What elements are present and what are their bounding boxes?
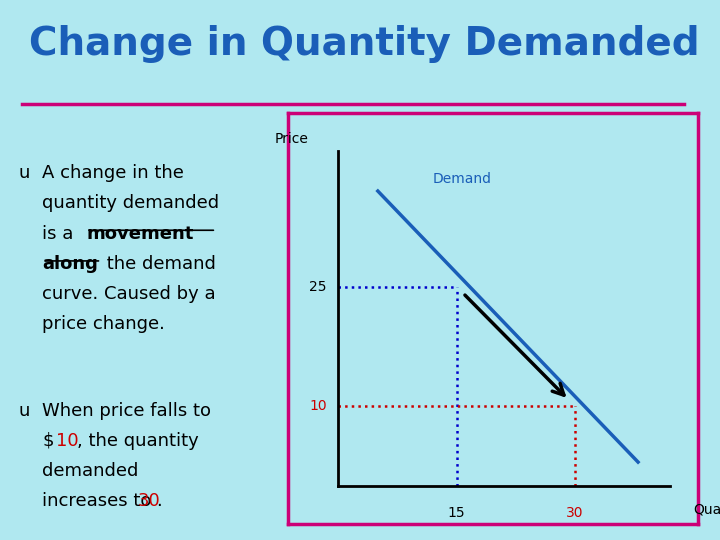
Text: quantity demanded: quantity demanded: [42, 194, 220, 212]
Text: 10: 10: [309, 399, 327, 413]
Text: A change in the: A change in the: [42, 164, 184, 182]
Text: 30: 30: [566, 506, 584, 520]
Text: Quantity: Quantity: [693, 503, 720, 517]
Text: Demand: Demand: [433, 172, 492, 186]
Text: Change in Quantity Demanded: Change in Quantity Demanded: [29, 25, 699, 63]
Text: 30: 30: [138, 492, 161, 510]
Text: u: u: [18, 402, 30, 420]
Text: u: u: [18, 164, 30, 182]
Text: curve. Caused by a: curve. Caused by a: [42, 285, 216, 303]
Text: 10: 10: [56, 432, 78, 450]
Text: is a: is a: [42, 225, 79, 242]
Text: demanded: demanded: [42, 462, 139, 480]
Text: 25: 25: [309, 280, 327, 294]
Text: price change.: price change.: [42, 315, 165, 333]
Text: increases to: increases to: [42, 492, 158, 510]
Text: Price: Price: [274, 132, 308, 146]
Text: the demand: the demand: [102, 255, 216, 273]
Text: , the quantity: , the quantity: [77, 432, 199, 450]
Text: along: along: [42, 255, 98, 273]
Text: $: $: [42, 432, 54, 450]
Text: 15: 15: [448, 506, 466, 520]
Text: .: .: [156, 492, 161, 510]
Text: When price falls to: When price falls to: [42, 402, 212, 420]
Text: movement: movement: [86, 225, 194, 242]
